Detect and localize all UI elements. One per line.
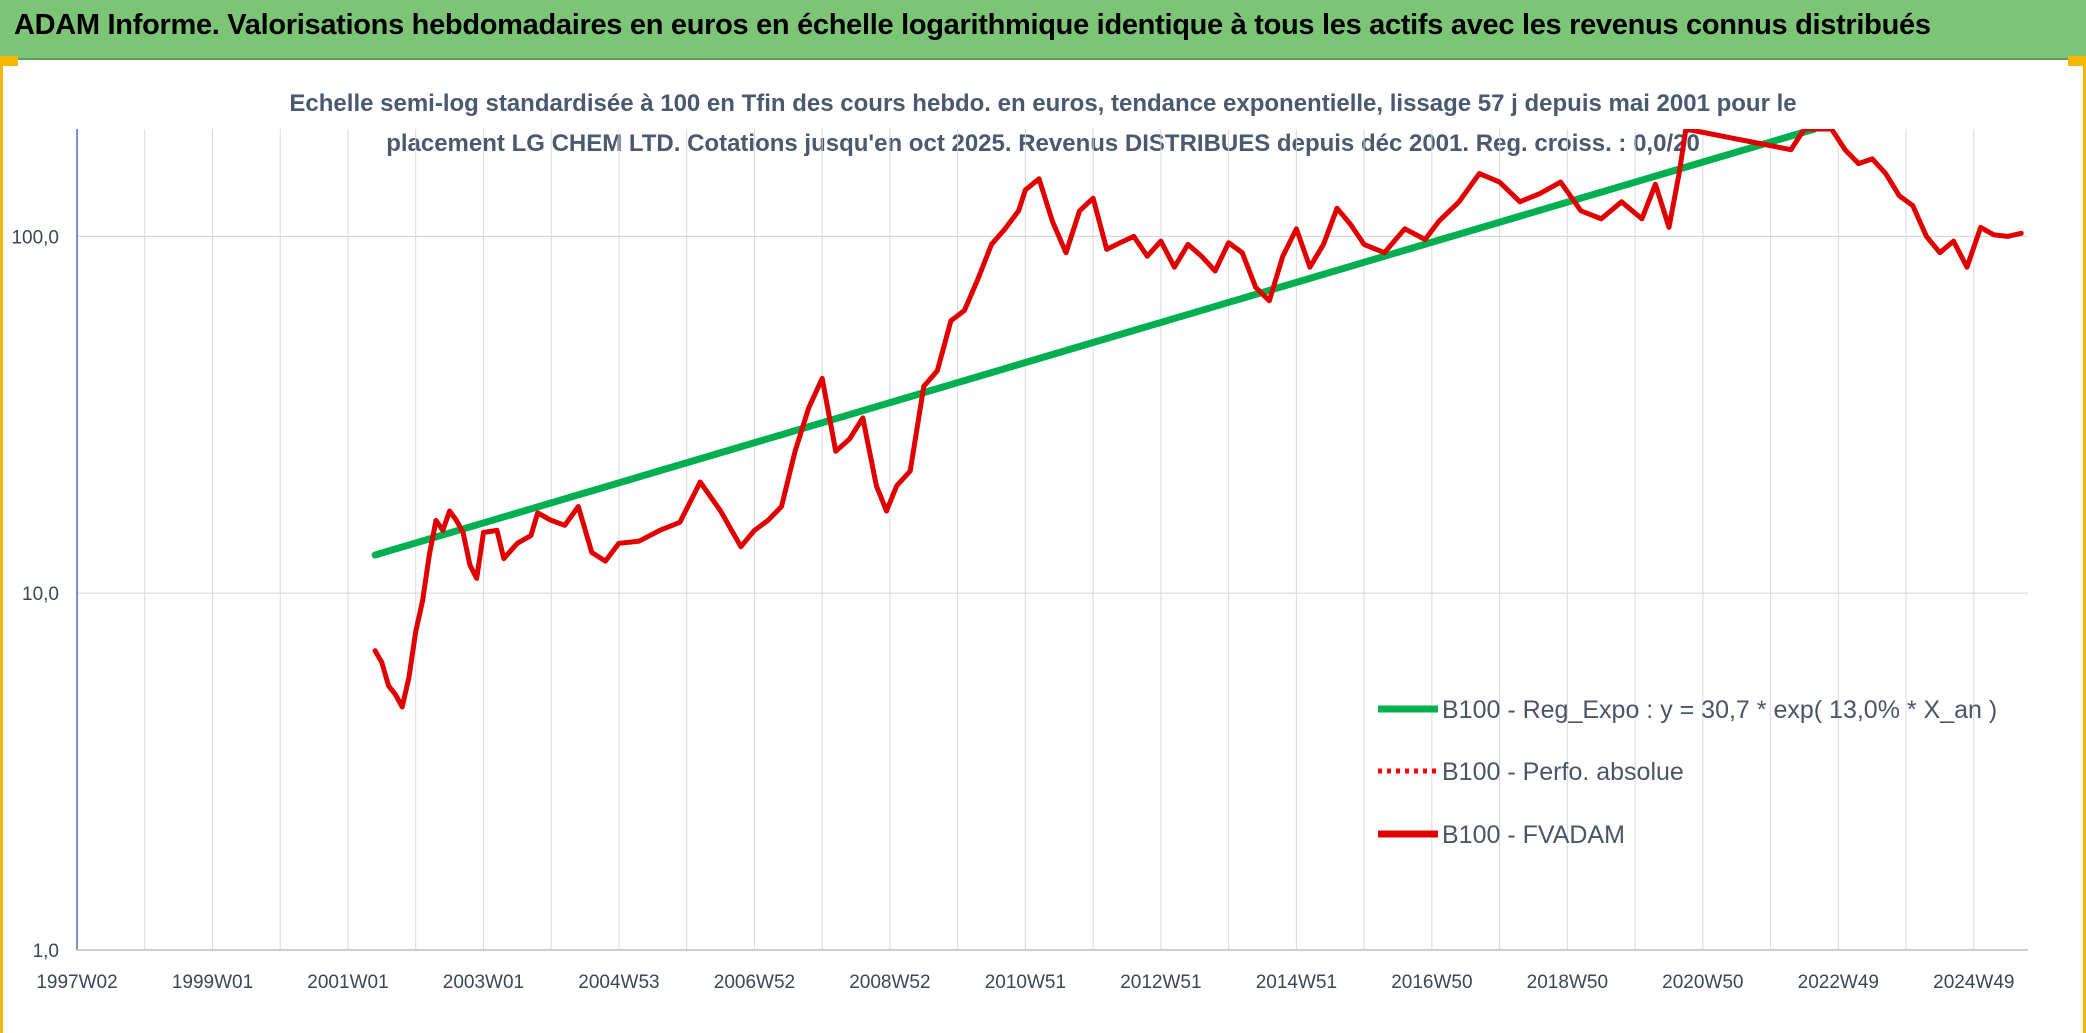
x-tick-label: 2018W50 [1527,972,1608,993]
x-tick-label: 2020W50 [1662,972,1743,993]
x-tick-label: 2003W01 [443,972,524,993]
frame-corner-right [2068,56,2086,66]
legend-label: B100 - Reg_Expo : y = 30,7 * exp( 13,0% … [1442,696,1997,724]
x-tick-label: 2004W53 [578,972,659,993]
legend-label: B100 - Perfo. absolue [1442,758,1684,786]
trend-line [371,129,1819,559]
chart-subtitle-line-1: Echelle semi-log standardisée à 100 en T… [289,90,1797,117]
x-tick-label: 2014W51 [1256,972,1337,993]
chart-subtitle-line-2: placement LG CHEM LTD. Cotations jusqu'e… [386,130,1700,157]
x-tick-label: 2016W50 [1391,972,1472,993]
title-banner: ADAM Informe. Valorisations hebdomadaire… [0,0,2086,60]
x-tick-label: 2008W52 [849,972,930,993]
y-tick-label: 10,0 [22,584,59,605]
fvadam-line [372,129,2024,710]
legend-label: B100 - FVADAM [1442,821,1625,849]
x-tick-label: 1999W01 [172,972,253,993]
x-tick-label: 2022W49 [1798,972,1879,993]
x-tick-label: 1997W02 [36,972,117,993]
x-tick-label: 2012W51 [1120,972,1201,993]
y-tick-label: 100,0 [11,227,59,248]
x-tick-label: 2010W51 [985,972,1066,993]
page-title: ADAM Informe. Valorisations hebdomadaire… [14,9,1931,41]
frame-corner-left [0,56,18,66]
x-tick-label: 2006W52 [714,972,795,993]
x-tick-label: 2024W49 [1933,972,2014,993]
y-tick-label: 1,0 [33,941,59,962]
x-tick-label: 2001W01 [307,972,388,993]
chart-frame [0,60,2086,1033]
